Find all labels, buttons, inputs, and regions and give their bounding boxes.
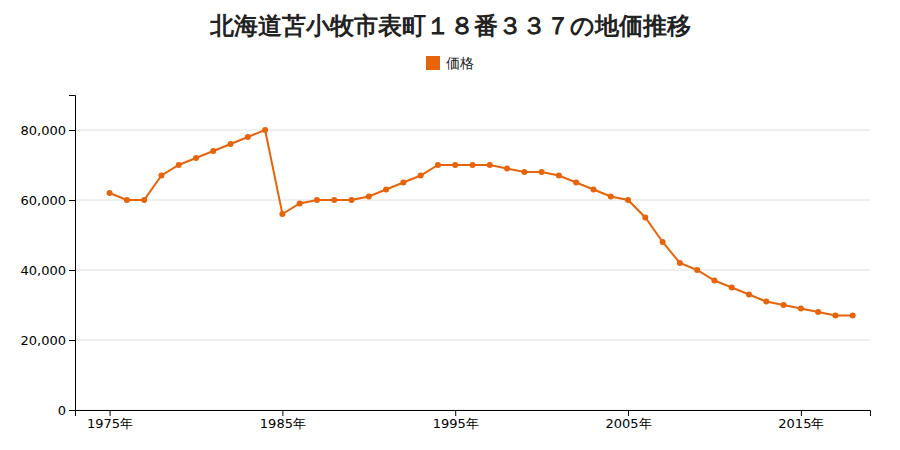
point [625, 197, 631, 203]
point [124, 197, 130, 203]
point [746, 292, 752, 298]
point [711, 278, 717, 284]
tick-label: 20,000 [21, 333, 67, 348]
tick-label: 40,000 [21, 263, 67, 278]
grid-line [75, 270, 870, 271]
tick: 1975年 [87, 410, 133, 431]
point [158, 173, 164, 179]
point [660, 239, 666, 245]
point [400, 180, 406, 186]
tick-label: 0 [58, 403, 66, 418]
point [573, 180, 579, 186]
tick: 2005年 [605, 410, 651, 431]
tick-label: 80,000 [21, 123, 67, 138]
tick-mark [69, 270, 75, 271]
tick-mark [69, 410, 75, 411]
point [435, 162, 441, 168]
tick: 0 [58, 403, 75, 418]
axis-line [69, 96, 76, 411]
y-axis: 0 20,000 40,000 60,000 80,000 [21, 96, 76, 418]
x-axis: 1975年 1985年 1995年 2005年 2015年 [76, 410, 871, 431]
axis-line [76, 411, 871, 417]
tick: 20,000 [21, 333, 76, 348]
point [452, 162, 458, 168]
point [694, 267, 700, 273]
tick-label: 2015年 [778, 416, 824, 431]
point [418, 173, 424, 179]
point [331, 197, 337, 203]
tick-mark [628, 410, 629, 416]
tick-mark [69, 200, 75, 201]
point [262, 127, 268, 133]
point [539, 169, 545, 175]
plot-area: 1975年 1985年 1995年 2005年 2015年 0 20,000 40,000 60… [21, 96, 871, 432]
tick-mark [455, 410, 456, 416]
legend: 価格 [426, 55, 474, 71]
tick-mark [69, 130, 75, 131]
grid-line [75, 200, 870, 201]
point [850, 313, 856, 319]
tick-label: 2005年 [605, 416, 651, 431]
legend-swatch [426, 56, 440, 70]
tick: 2015年 [778, 410, 824, 431]
grid-line [75, 130, 870, 131]
point [781, 302, 787, 308]
marks [107, 127, 856, 319]
tick-mark [110, 410, 111, 416]
tick-mark [801, 410, 802, 416]
point [245, 134, 251, 140]
point [556, 173, 562, 179]
tick-mark [69, 340, 75, 341]
point [608, 194, 614, 200]
point [590, 187, 596, 193]
line [110, 130, 853, 316]
tick-label: 1995年 [433, 416, 479, 431]
legend-label: 価格 [446, 55, 474, 71]
tick-label: 1975年 [87, 416, 133, 431]
point [729, 285, 735, 291]
point [176, 162, 182, 168]
point [383, 187, 389, 193]
point [107, 190, 113, 196]
tick-label: 1985年 [260, 416, 306, 431]
tick-label: 60,000 [21, 193, 67, 208]
tick: 80,000 [21, 123, 76, 138]
chart-svg: 北海道苫小牧市表町１８番３３７の地価推移 1975年 1985年 1995年 2005年… [0, 0, 900, 450]
point [279, 211, 285, 217]
tick-mark [282, 410, 283, 416]
point [349, 197, 355, 203]
point [798, 306, 804, 312]
point [228, 141, 234, 147]
grid-line [75, 340, 870, 341]
point [297, 201, 303, 207]
markers [107, 127, 856, 319]
tick: 60,000 [21, 193, 76, 208]
point [314, 197, 320, 203]
point [141, 197, 147, 203]
point [677, 260, 683, 266]
chart-title: 北海道苫小牧市表町１８番３３７の地価推移 [209, 12, 691, 40]
chart-container: 北海道苫小牧市表町１８番３３７の地価推移 1975年 1985年 1995年 2005年… [0, 0, 900, 450]
point [504, 166, 510, 172]
tick: 40,000 [21, 263, 76, 278]
point [832, 313, 838, 319]
point [193, 155, 199, 161]
tick: 1995年 [433, 410, 479, 431]
point [521, 169, 527, 175]
point [487, 162, 493, 168]
legend-item: 価格 [426, 55, 474, 71]
point [366, 194, 372, 200]
tick: 1985年 [260, 410, 306, 431]
point [763, 299, 769, 305]
point [642, 215, 648, 221]
grid [75, 130, 870, 410]
point [815, 309, 821, 315]
point [210, 148, 216, 154]
point [470, 162, 476, 168]
